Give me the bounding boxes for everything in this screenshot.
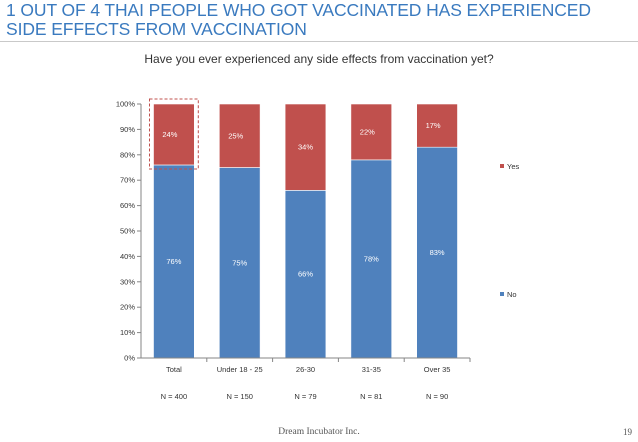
- bar-yes-over-35: [416, 103, 458, 148]
- sample-size-label: N = 150: [226, 392, 252, 401]
- x-tick-label: 31-35: [362, 365, 381, 374]
- sample-size-label: N = 90: [426, 392, 448, 401]
- y-tick-label: 100%: [116, 100, 136, 109]
- data-label-no: 75%: [232, 258, 247, 267]
- x-axis: Total N = 400 Under 18 - 25 N = 150 26-30 N =…: [141, 357, 471, 401]
- y-tick-label: 10%: [120, 328, 135, 337]
- bar-yes-under-18-25: [219, 103, 261, 168]
- data-label-yes: 22%: [360, 127, 375, 136]
- y-tick-label: 60%: [120, 201, 135, 210]
- bar-yes-31-35: [350, 103, 392, 161]
- x-tick-label: Over 35: [424, 365, 451, 374]
- legend: Yes No: [500, 162, 519, 299]
- legend-swatch-no: [500, 292, 504, 296]
- title-divider: [0, 41, 638, 42]
- chart-title: Have you ever experienced any side effec…: [144, 52, 494, 66]
- bar-no-31-35: [350, 159, 392, 359]
- legend-swatch-yes: [500, 164, 504, 168]
- data-label-yes: 17%: [426, 121, 441, 130]
- page-number: 19: [623, 427, 632, 437]
- y-tick-label: 40%: [120, 252, 135, 261]
- data-label-no: 66%: [298, 270, 313, 279]
- y-tick-label: 0%: [124, 354, 135, 363]
- bar-yes-26-30: [284, 103, 327, 191]
- y-tick-label: 70%: [120, 176, 135, 185]
- x-tick-label: Under 18 - 25: [217, 365, 263, 374]
- data-label-no: 78%: [364, 254, 379, 263]
- data-label-yes: 24%: [162, 130, 177, 139]
- bars: 76% 24% 75% 25% 66% 34% 78% 22% 83% 17%: [149, 98, 458, 359]
- y-tick-label: 90%: [120, 125, 135, 134]
- footer-company: Dream Incubator Inc.: [278, 427, 360, 437]
- slide-title: 1 OUT OF 4 THAI PEOPLE WHO GOT VACCINATE…: [6, 0, 591, 39]
- sample-size-label: N = 81: [360, 392, 382, 401]
- data-label-no: 76%: [166, 257, 181, 266]
- bar-yes-total: [153, 103, 195, 166]
- y-tick-label: 50%: [120, 227, 135, 236]
- sample-size-label: N = 400: [161, 392, 187, 401]
- sample-size-label: N = 79: [294, 392, 316, 401]
- data-label-no: 83%: [430, 248, 445, 257]
- y-tick-label: 20%: [120, 303, 135, 312]
- x-tick-label: 26-30: [296, 365, 315, 374]
- legend-label-yes: Yes: [507, 162, 519, 171]
- bar-no-total: [153, 164, 195, 359]
- data-label-yes: 34%: [298, 143, 313, 152]
- y-axis: 0% 10% 20% 30% 40% 50% 60% 70% 80% 90% 100%: [116, 100, 142, 363]
- legend-label-no: No: [507, 290, 517, 299]
- highlight-box: [149, 98, 199, 170]
- data-label-yes: 25%: [228, 131, 243, 140]
- x-tick-label: Total: [166, 365, 182, 374]
- y-tick-label: 80%: [120, 150, 135, 159]
- y-tick-label: 30%: [120, 277, 135, 286]
